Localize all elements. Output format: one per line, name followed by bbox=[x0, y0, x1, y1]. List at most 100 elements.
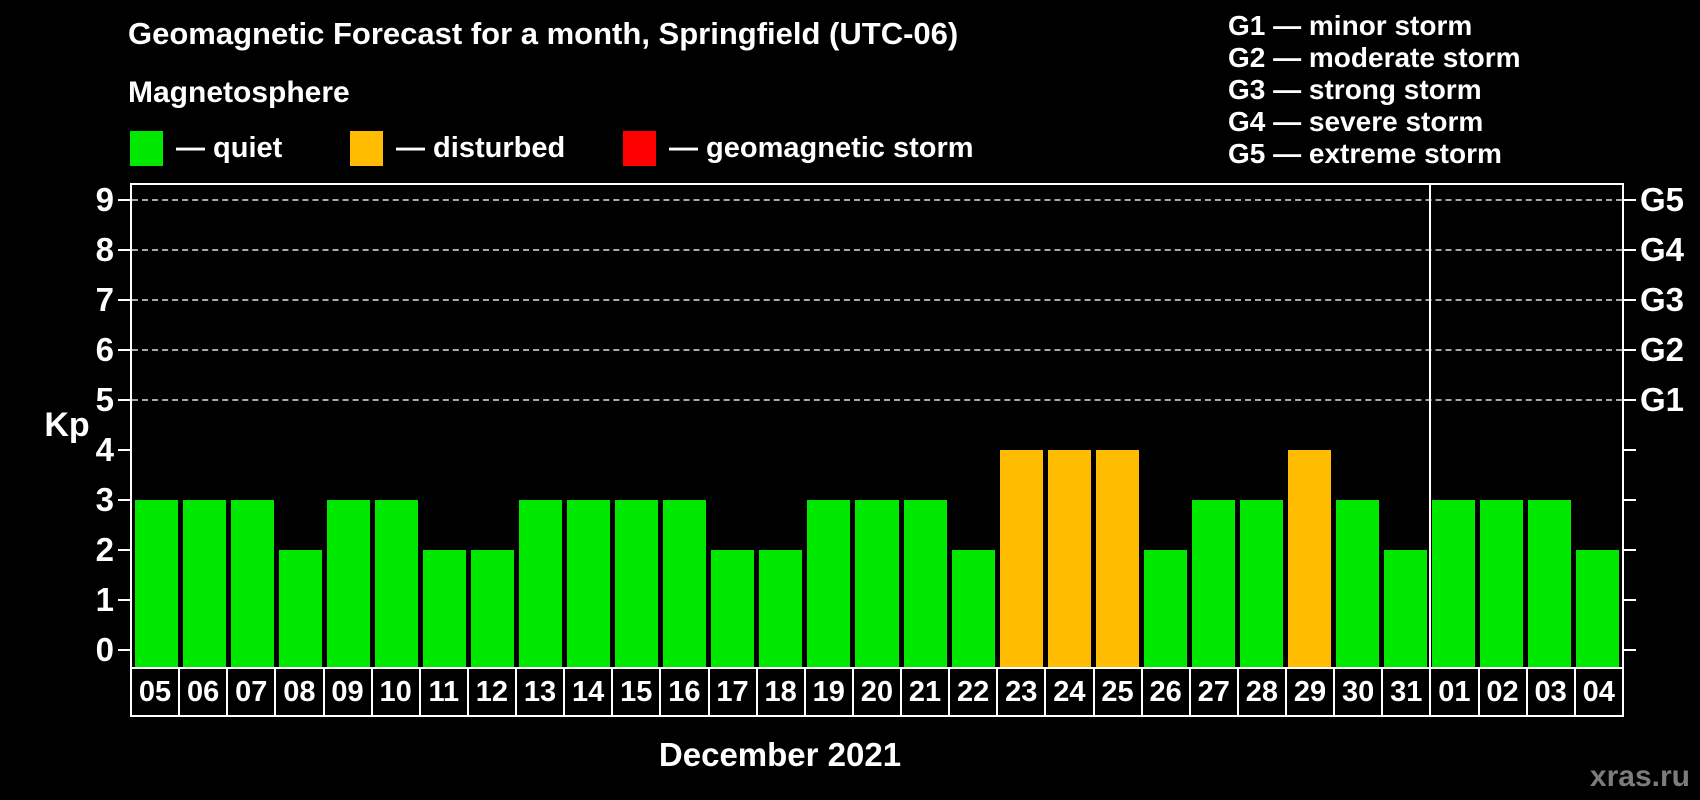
y-axis-title: Kp bbox=[44, 406, 90, 444]
y-tick-right-9 bbox=[1624, 199, 1636, 201]
day-label-cell: 12 bbox=[466, 667, 517, 717]
kp-bar-day-22 bbox=[951, 550, 995, 667]
y-tick-left-8 bbox=[118, 249, 130, 251]
gridline-kp8 bbox=[132, 249, 1622, 251]
day-label-cell: 15 bbox=[611, 667, 662, 717]
day-label-cell: 02 bbox=[1477, 667, 1528, 717]
kp-bar-day-08 bbox=[278, 550, 322, 667]
y-tick-right-4 bbox=[1624, 449, 1636, 451]
kp-bar-day-20 bbox=[855, 500, 899, 667]
y-tick-label-5: 5 bbox=[95, 381, 114, 418]
y-tick-right-3 bbox=[1624, 499, 1636, 501]
kp-bar-day-18 bbox=[759, 550, 803, 667]
kp-bar-day-11 bbox=[422, 550, 466, 667]
y-tick-right-5 bbox=[1624, 399, 1636, 401]
day-label-cell: 06 bbox=[178, 667, 229, 717]
storm-scale-line: G5 — extreme storm bbox=[1228, 138, 1502, 169]
gridline-kp5 bbox=[132, 399, 1622, 401]
kp-bar-day-09 bbox=[326, 500, 370, 667]
y-tick-label-1: 1 bbox=[95, 581, 114, 618]
legend-item-disturbed: — disturbed bbox=[350, 131, 565, 166]
storm-scale-line: G3 — strong storm bbox=[1228, 74, 1482, 105]
day-label-cell: 09 bbox=[322, 667, 373, 717]
plot-area bbox=[130, 183, 1624, 669]
day-label-cell: 07 bbox=[226, 667, 277, 717]
kp-bar-day-29 bbox=[1288, 450, 1332, 667]
y-tick-label-6: 6 bbox=[95, 331, 114, 368]
day-label-cell: 11 bbox=[418, 667, 469, 717]
day-label-cell: 04 bbox=[1573, 667, 1624, 717]
plot-inner bbox=[132, 185, 1622, 667]
gridline-kp9 bbox=[132, 199, 1622, 201]
kp-bar-day-14 bbox=[567, 500, 611, 667]
kp-bar-day-02 bbox=[1480, 500, 1524, 667]
kp-bar-day-27 bbox=[1191, 500, 1235, 667]
day-label-cell: 03 bbox=[1525, 667, 1576, 717]
gridline-kp6 bbox=[132, 349, 1622, 351]
kp-bar-day-13 bbox=[519, 500, 563, 667]
kp-bar-day-23 bbox=[999, 450, 1043, 667]
kp-bar-day-12 bbox=[470, 550, 514, 667]
day-label-cell: 13 bbox=[515, 667, 566, 717]
magnetosphere-label: Magnetosphere bbox=[128, 76, 350, 109]
gridline-kp7 bbox=[132, 299, 1622, 301]
x-axis-month-label: December 2021 bbox=[658, 736, 902, 773]
day-label-cell: 30 bbox=[1333, 667, 1384, 717]
day-label-cell: 16 bbox=[659, 667, 710, 717]
kp-bar-day-31 bbox=[1384, 550, 1428, 667]
y-tick-left-0 bbox=[118, 649, 130, 651]
y-tick-label-0: 0 bbox=[95, 631, 114, 668]
day-label-cell: 26 bbox=[1140, 667, 1191, 717]
kp-bar-day-01 bbox=[1432, 500, 1476, 667]
day-label-cell: 10 bbox=[370, 667, 421, 717]
kp-bar-day-10 bbox=[374, 500, 418, 667]
y-tick-left-9 bbox=[118, 199, 130, 201]
day-label-cell: 27 bbox=[1188, 667, 1239, 717]
y-tick-label-8: 8 bbox=[95, 231, 114, 268]
g-level-label-G1: G1 bbox=[1640, 381, 1685, 418]
day-label-cell: 31 bbox=[1381, 667, 1432, 717]
day-label-cell: 18 bbox=[755, 667, 806, 717]
legend-label-disturbed: — disturbed bbox=[396, 132, 566, 164]
day-label-cell: 29 bbox=[1285, 667, 1336, 717]
kp-bar-day-03 bbox=[1528, 500, 1572, 667]
y-tick-right-6 bbox=[1624, 349, 1636, 351]
g-level-label-G2: G2 bbox=[1640, 331, 1685, 368]
kp-bar-day-15 bbox=[615, 500, 659, 667]
storm-scale-line: G2 — moderate storm bbox=[1228, 42, 1521, 73]
kp-bar-day-25 bbox=[1095, 450, 1139, 667]
day-label-cell: 19 bbox=[803, 667, 854, 717]
day-label-cell: 28 bbox=[1236, 667, 1287, 717]
g-level-label-G3: G3 bbox=[1640, 281, 1685, 318]
kp-bar-day-04 bbox=[1576, 550, 1620, 667]
kp-bar-day-28 bbox=[1239, 500, 1284, 667]
y-tick-left-1 bbox=[118, 599, 130, 601]
y-tick-right-2 bbox=[1624, 549, 1636, 551]
y-tick-label-9: 9 bbox=[95, 181, 114, 218]
storm-scale-line: G1 — minor storm bbox=[1228, 10, 1473, 41]
y-tick-left-6 bbox=[118, 349, 130, 351]
kp-bar-day-17 bbox=[711, 550, 755, 667]
legend-swatch-storm bbox=[623, 131, 656, 166]
g-level-label-G4: G4 bbox=[1640, 231, 1685, 268]
day-label-cell: 17 bbox=[707, 667, 758, 717]
kp-bar-day-19 bbox=[807, 500, 851, 667]
legend-label-storm: — geomagnetic storm bbox=[669, 132, 974, 164]
day-label-cell: 01 bbox=[1429, 667, 1480, 717]
y-tick-right-0 bbox=[1624, 649, 1636, 651]
kp-bar-day-06 bbox=[182, 500, 226, 667]
y-tick-left-7 bbox=[118, 299, 130, 301]
y-tick-label-3: 3 bbox=[95, 481, 114, 518]
kp-bar-day-07 bbox=[230, 500, 274, 667]
y-tick-left-5 bbox=[118, 399, 130, 401]
day-label-cell: 25 bbox=[1092, 667, 1143, 717]
day-label-cell: 24 bbox=[1044, 667, 1095, 717]
day-label-cell: 08 bbox=[274, 667, 325, 717]
kp-bar-day-24 bbox=[1047, 450, 1091, 667]
legend-item-quiet: — quiet bbox=[130, 131, 282, 166]
kp-bar-day-16 bbox=[663, 500, 707, 667]
y-tick-label-7: 7 bbox=[95, 281, 114, 318]
y-tick-label-4: 4 bbox=[95, 431, 114, 468]
day-label-row: 05 06 07 08 09 10 11 12 13 14 15 16 17 18 19 20 21 22 23 24… bbox=[130, 667, 1624, 717]
